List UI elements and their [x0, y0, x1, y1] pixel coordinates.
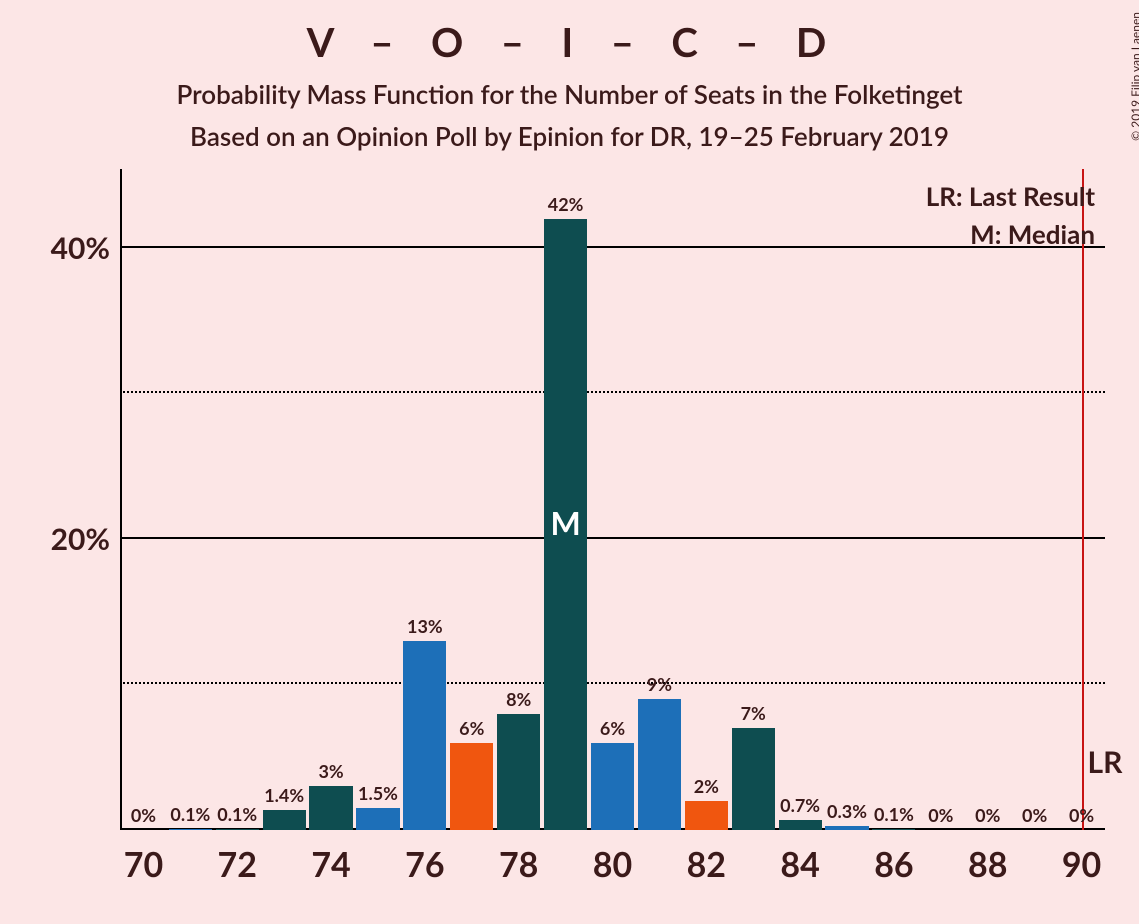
legend-last-result: LR: Last Result [926, 180, 1095, 212]
x-tick-label: 74 [284, 844, 378, 885]
last-result-line [1082, 169, 1084, 830]
bar [497, 714, 540, 830]
chart-subtitle-1: Probability Mass Function for the Number… [0, 78, 1139, 110]
y-tick-label: 20% [20, 521, 110, 557]
bar-value-label: 1.5% [355, 782, 402, 804]
gridline [120, 537, 1105, 539]
bar [685, 801, 728, 830]
bar-value-label: 0% [120, 804, 167, 826]
bar [309, 786, 352, 830]
y-tick-label: 40% [20, 230, 110, 266]
chart-subtitle-2: Based on an Opinion Poll by Epinion for … [0, 120, 1139, 152]
bar-value-label: 8% [495, 688, 542, 710]
x-tick-label: 90 [1035, 844, 1129, 885]
bar-value-label: 0.1% [214, 803, 261, 825]
bar [216, 829, 259, 830]
bar [638, 699, 681, 830]
bar-value-label: 0% [917, 804, 964, 826]
x-tick-label: 88 [941, 844, 1035, 885]
bar-value-label: 0% [1011, 804, 1058, 826]
bar-value-label: 13% [401, 615, 448, 637]
bar-value-label: 0.3% [824, 800, 871, 822]
bar [263, 810, 306, 830]
bar [450, 743, 493, 830]
bar [779, 820, 822, 830]
bar [403, 641, 446, 830]
x-tick-label: 84 [753, 844, 847, 885]
bar-value-label: 0.1% [167, 803, 214, 825]
x-tick-label: 78 [472, 844, 566, 885]
bar-value-label: 3% [308, 760, 355, 782]
bar [169, 829, 212, 830]
chart-title: V – O – I – C – D [0, 18, 1139, 66]
bar-value-label: 9% [636, 673, 683, 695]
y-axis [120, 169, 122, 830]
bar-value-label: 0% [964, 804, 1011, 826]
last-result-label: LR [1088, 744, 1123, 780]
bar-value-label: 1.4% [261, 784, 308, 806]
bar [825, 826, 868, 830]
bar [872, 829, 915, 830]
x-tick-label: 72 [190, 844, 284, 885]
bar-value-label: 7% [730, 702, 777, 724]
x-tick-label: 80 [566, 844, 660, 885]
bar [591, 743, 634, 830]
bar-value-label: 2% [683, 775, 730, 797]
copyright-text: © 2019 Filip van Laenen [1128, 12, 1139, 141]
x-tick-label: 76 [378, 844, 472, 885]
bar-value-label: 0.1% [870, 803, 917, 825]
x-tick-label: 82 [659, 844, 753, 885]
legend-median: M: Median [970, 218, 1095, 250]
bar-value-label: 0% [1058, 804, 1105, 826]
chart-canvas: V – O – I – C – D Probability Mass Funct… [0, 0, 1139, 924]
bar [732, 728, 775, 830]
gridline [120, 682, 1105, 684]
bar-value-label: 0.7% [777, 794, 824, 816]
gridline [120, 246, 1105, 248]
gridline [120, 391, 1105, 393]
median-marker: M [544, 503, 587, 542]
plot-area: 20%40%7072747678808284868890LRLR: Last R… [120, 175, 1105, 830]
x-tick-label: 70 [97, 844, 191, 885]
bar-value-label: 6% [589, 717, 636, 739]
bar [356, 808, 399, 830]
bar-value-label: 42% [542, 193, 589, 215]
x-tick-label: 86 [847, 844, 941, 885]
bar-value-label: 6% [448, 717, 495, 739]
